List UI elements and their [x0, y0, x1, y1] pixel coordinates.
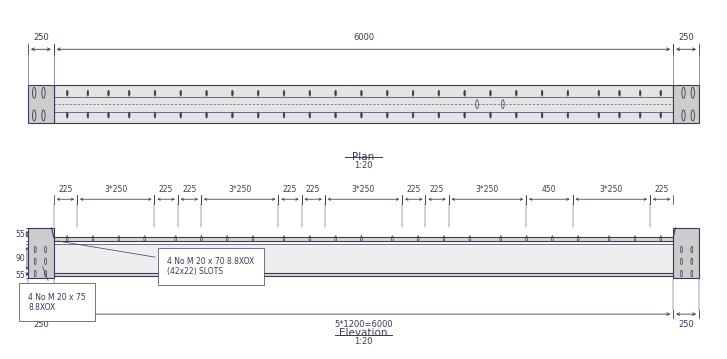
- Circle shape: [515, 90, 517, 96]
- Text: 250: 250: [33, 33, 49, 42]
- Text: 5*1200=6000: 5*1200=6000: [334, 320, 393, 329]
- Text: 55: 55: [15, 230, 25, 239]
- Text: 225: 225: [654, 185, 669, 194]
- Circle shape: [283, 90, 285, 96]
- Bar: [28, 228, 54, 278]
- Bar: [54, 85, 673, 123]
- Bar: [673, 85, 699, 123]
- Circle shape: [660, 112, 662, 118]
- Circle shape: [598, 90, 600, 96]
- Circle shape: [231, 112, 233, 118]
- Circle shape: [361, 112, 362, 118]
- Circle shape: [489, 112, 491, 118]
- Text: 3*250: 3*250: [475, 185, 499, 194]
- Circle shape: [386, 90, 388, 96]
- Text: 1:20: 1:20: [354, 337, 373, 346]
- Circle shape: [567, 112, 569, 118]
- Circle shape: [361, 90, 362, 96]
- Circle shape: [257, 90, 259, 96]
- Circle shape: [206, 90, 207, 96]
- Circle shape: [541, 112, 543, 118]
- Text: 225: 225: [406, 185, 421, 194]
- Bar: [673, 228, 699, 278]
- Circle shape: [180, 112, 182, 118]
- Circle shape: [154, 90, 156, 96]
- Circle shape: [464, 112, 465, 118]
- Circle shape: [257, 112, 259, 118]
- Bar: [54, 244, 673, 273]
- Circle shape: [334, 90, 337, 96]
- Text: 225: 225: [182, 185, 196, 194]
- Circle shape: [438, 112, 440, 118]
- Circle shape: [541, 90, 543, 96]
- Circle shape: [639, 112, 641, 118]
- Text: 225: 225: [58, 185, 73, 194]
- Circle shape: [180, 90, 182, 96]
- Text: 90: 90: [15, 254, 25, 263]
- Text: 450: 450: [542, 185, 557, 194]
- Text: 3*250: 3*250: [352, 185, 375, 194]
- Text: 225: 225: [159, 185, 173, 194]
- Text: 3*250: 3*250: [228, 185, 252, 194]
- Circle shape: [489, 90, 491, 96]
- Text: 4 No M 20 x 75
8.8XOX: 4 No M 20 x 75 8.8XOX: [28, 266, 86, 312]
- Text: 3*250: 3*250: [600, 185, 623, 194]
- Circle shape: [108, 112, 110, 118]
- Text: 1:20: 1:20: [354, 161, 373, 170]
- Circle shape: [128, 112, 130, 118]
- Circle shape: [464, 90, 465, 96]
- Text: 225: 225: [430, 185, 444, 194]
- Circle shape: [87, 90, 89, 96]
- Bar: [54, 273, 673, 276]
- Text: 55: 55: [15, 271, 25, 280]
- Text: 250: 250: [678, 33, 694, 42]
- Bar: [28, 85, 54, 123]
- Circle shape: [206, 112, 207, 118]
- Text: 225: 225: [306, 185, 321, 194]
- Circle shape: [515, 112, 517, 118]
- Text: 6000: 6000: [353, 33, 374, 42]
- Circle shape: [66, 112, 68, 118]
- Circle shape: [283, 112, 285, 118]
- Circle shape: [66, 90, 68, 96]
- Bar: [54, 237, 673, 241]
- Circle shape: [660, 90, 662, 96]
- Circle shape: [309, 90, 310, 96]
- Text: 250: 250: [33, 320, 49, 329]
- Circle shape: [619, 90, 620, 96]
- Circle shape: [128, 90, 130, 96]
- Circle shape: [639, 90, 641, 96]
- Circle shape: [567, 90, 569, 96]
- Circle shape: [412, 112, 414, 118]
- Text: 250: 250: [678, 320, 694, 329]
- Circle shape: [231, 90, 233, 96]
- Text: Elevation: Elevation: [340, 328, 387, 339]
- Text: 4 No M 20 x 70 8.8XOX
(42x22) SLOTS: 4 No M 20 x 70 8.8XOX (42x22) SLOTS: [57, 241, 254, 276]
- Circle shape: [619, 112, 620, 118]
- Text: 225: 225: [283, 185, 297, 194]
- Text: 3*250: 3*250: [104, 185, 127, 194]
- Circle shape: [598, 112, 600, 118]
- Circle shape: [334, 112, 337, 118]
- Text: Plan: Plan: [353, 152, 374, 162]
- Circle shape: [309, 112, 310, 118]
- Circle shape: [108, 90, 110, 96]
- Circle shape: [438, 90, 440, 96]
- Circle shape: [386, 112, 388, 118]
- Circle shape: [154, 112, 156, 118]
- Circle shape: [412, 90, 414, 96]
- Circle shape: [87, 112, 89, 118]
